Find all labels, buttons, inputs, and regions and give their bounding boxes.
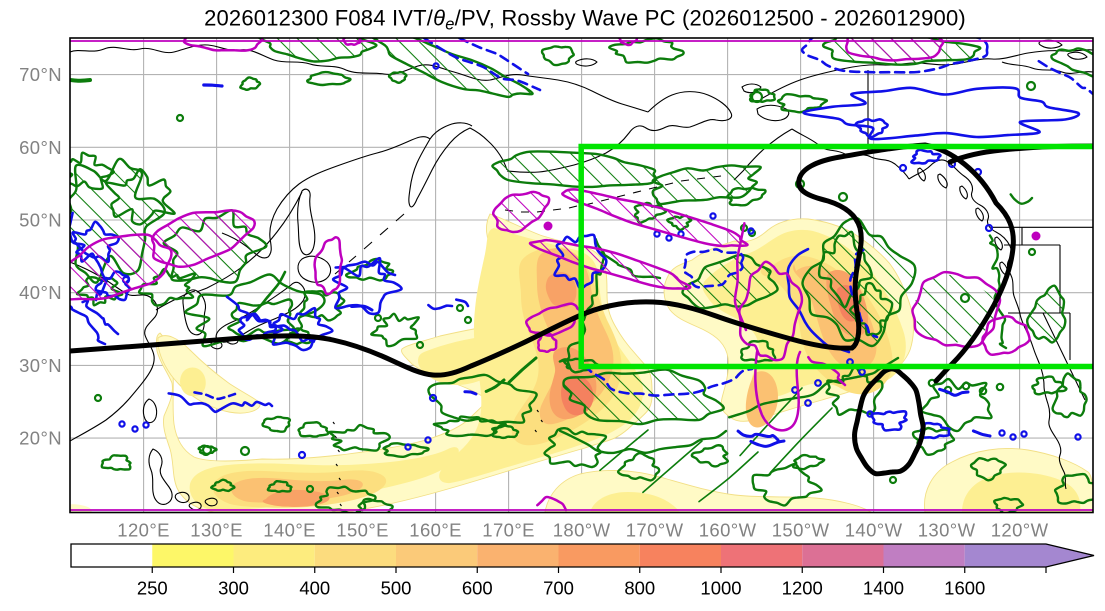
- svg-text:180°W: 180°W: [553, 520, 611, 541]
- svg-text:170°W: 170°W: [626, 520, 684, 541]
- svg-text:40°N: 40°N: [19, 282, 62, 303]
- svg-text:1600: 1600: [944, 578, 985, 599]
- svg-text:150°W: 150°W: [772, 520, 830, 541]
- svg-text:140°E: 140°E: [263, 520, 316, 541]
- svg-text:170°E: 170°E: [482, 520, 535, 541]
- svg-text:130°E: 130°E: [190, 520, 243, 541]
- svg-text:50°N: 50°N: [19, 210, 62, 231]
- svg-text:400: 400: [299, 578, 330, 599]
- svg-text:130°W: 130°W: [918, 520, 976, 541]
- svg-text:2026012300 F084 IVT/θe/PV, Ros: 2026012300 F084 IVT/θe/PV, Rossby Wave P…: [204, 6, 966, 34]
- svg-text:1200: 1200: [782, 578, 823, 599]
- svg-text:120°E: 120°E: [117, 520, 170, 541]
- svg-text:700: 700: [543, 578, 574, 599]
- svg-text:60°N: 60°N: [19, 137, 62, 158]
- svg-text:20°N: 20°N: [19, 428, 62, 449]
- svg-text:160°E: 160°E: [409, 520, 462, 541]
- svg-text:70°N: 70°N: [19, 64, 62, 85]
- svg-text:150°E: 150°E: [336, 520, 389, 541]
- svg-text:1400: 1400: [863, 578, 904, 599]
- svg-text:300: 300: [218, 578, 249, 599]
- svg-text:30°N: 30°N: [19, 355, 62, 376]
- svg-text:120°W: 120°W: [991, 520, 1049, 541]
- svg-text:800: 800: [624, 578, 655, 599]
- svg-text:250: 250: [137, 578, 168, 599]
- svg-text:600: 600: [462, 578, 493, 599]
- svg-text:1000: 1000: [700, 578, 741, 599]
- svg-text:500: 500: [381, 578, 412, 599]
- svg-text:160°W: 160°W: [699, 520, 757, 541]
- svg-text:140°W: 140°W: [845, 520, 903, 541]
